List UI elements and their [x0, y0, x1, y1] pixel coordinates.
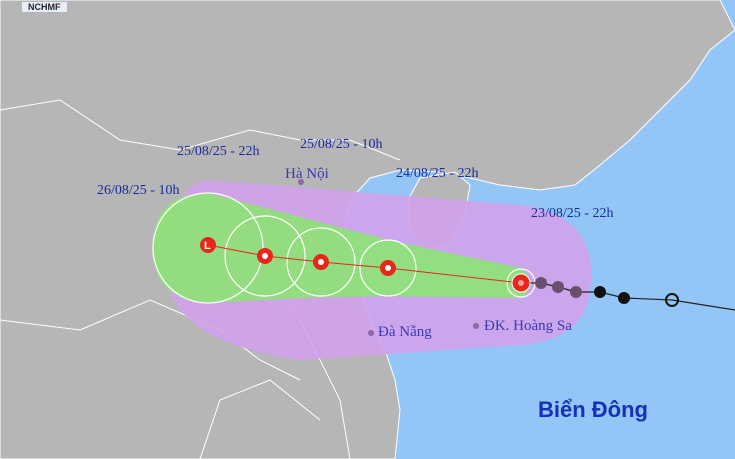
svg-text:L: L	[204, 240, 211, 252]
wind-radius-circles	[152, 192, 536, 304]
forecast-label: 25/08/25 - 10h	[300, 137, 383, 152]
typhoon-icon	[380, 260, 396, 276]
typhoon-icons: L	[200, 237, 679, 307]
forecast-label: 26/08/25 - 10h	[97, 183, 180, 198]
past-typhoon-icon	[570, 286, 582, 298]
tropical-depression-icon	[665, 293, 679, 307]
typhoon-icon	[257, 248, 273, 264]
forecast-label: 23/08/25 - 22h	[531, 206, 614, 221]
danang-marker	[368, 330, 374, 336]
past-typhoon-icon	[535, 277, 547, 289]
hoangsa-marker	[473, 323, 479, 329]
typhoon-icon	[511, 273, 531, 293]
past-typhoon-icon	[618, 292, 630, 304]
danang-label: Đà Nẵng	[378, 324, 432, 340]
hanoi-label: Hà Nội	[285, 166, 329, 182]
typhoon-icon	[313, 254, 329, 270]
hoangsa-label: ĐK. Hoàng Sa	[484, 318, 572, 334]
forecast-label: 24/08/25 - 22h	[396, 166, 479, 181]
bien-dong-label: Biển Đông	[538, 397, 648, 422]
past-typhoon-icon	[594, 286, 606, 298]
hanoi-marker	[298, 179, 304, 185]
low-pressure-icon: L	[200, 237, 216, 253]
past-typhoon-icon	[552, 281, 564, 293]
nchmf-logo: NCHMF	[22, 2, 67, 12]
forecast-label: 25/08/25 - 22h	[177, 144, 260, 159]
